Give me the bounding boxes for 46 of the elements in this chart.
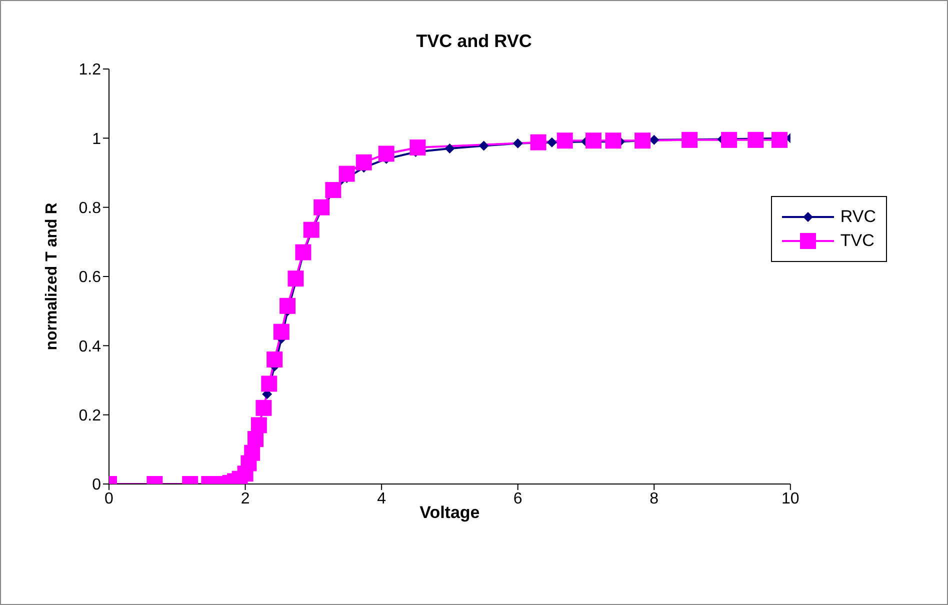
point	[649, 134, 660, 145]
chart-title: TVC and RVC	[415, 31, 533, 52]
point	[325, 182, 342, 198]
point	[478, 140, 489, 151]
y-tick-label: 1	[92, 130, 102, 148]
point	[256, 400, 272, 416]
y-tick-label: 1.2	[78, 62, 102, 79]
x-tick-label: 6	[513, 490, 522, 508]
x-axis-title: Voltage	[420, 503, 480, 522]
y-tick-label: 0.8	[78, 200, 102, 218]
point	[295, 244, 312, 260]
point	[356, 154, 372, 170]
point	[280, 298, 296, 314]
point	[261, 376, 278, 392]
point	[410, 140, 426, 156]
y-tick-label: 0.6	[78, 269, 102, 286]
point	[585, 132, 602, 149]
point	[512, 138, 523, 148]
point	[444, 144, 455, 154]
point	[338, 166, 355, 182]
point	[721, 132, 738, 148]
point	[605, 132, 622, 149]
point	[273, 324, 290, 340]
point	[266, 352, 283, 368]
x-tick-label: 0	[104, 490, 114, 508]
y-tick-label: 0	[92, 476, 102, 494]
legend-label: RVC	[840, 207, 876, 227]
point	[682, 132, 698, 148]
x-tick-label: 8	[650, 490, 659, 508]
y-axis-title: normalized T and R	[44, 202, 61, 350]
point	[303, 222, 320, 238]
x-tick-label: 10	[782, 490, 800, 508]
point	[546, 137, 557, 148]
point	[748, 132, 764, 148]
point	[530, 134, 546, 150]
point	[772, 132, 788, 148]
point	[314, 199, 330, 216]
point	[634, 132, 651, 149]
y-tick-label: 0.2	[78, 408, 102, 425]
point	[250, 417, 267, 434]
point	[556, 132, 573, 149]
x-tick-label: 4	[377, 490, 386, 508]
legend-label: TVC	[840, 231, 874, 251]
y-tick-label: 0.4	[78, 338, 102, 356]
x-tick-label: 2	[240, 490, 250, 508]
point	[288, 270, 304, 287]
